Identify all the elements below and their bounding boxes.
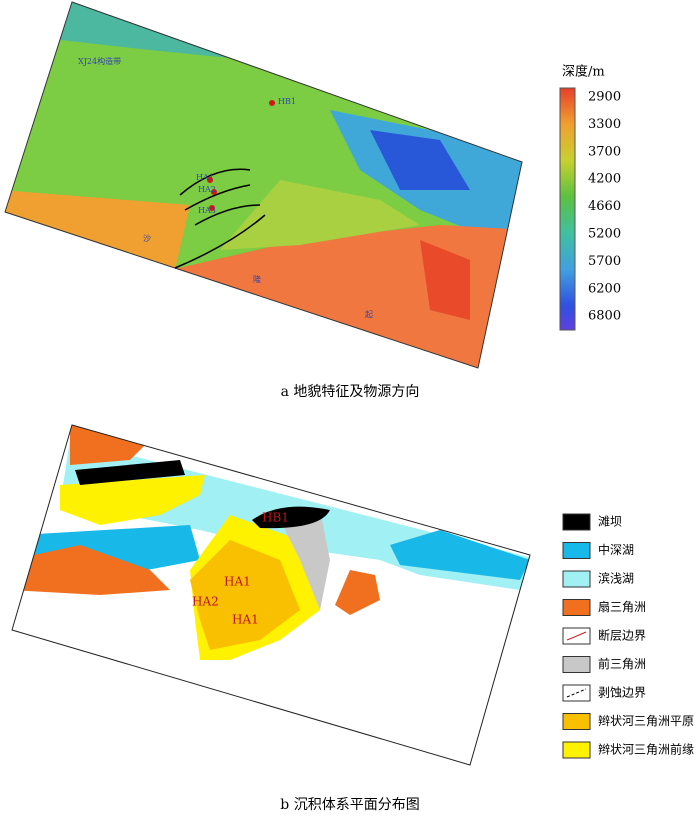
map-label: HA3 (198, 206, 216, 215)
legend-label: 断层边界 (598, 628, 646, 643)
caption: b 沉积体系平面分布图 (280, 797, 419, 813)
colorbar-tick: 5700 (588, 254, 621, 269)
map-label: 隆 (253, 274, 261, 284)
legend-swatch (562, 570, 591, 588)
colorbar-tick: 4200 (588, 172, 621, 187)
legend-swatch (566, 688, 587, 698)
source-arrows (174, 168, 266, 269)
legend-swatch (562, 513, 591, 531)
legend-swatch (562, 741, 591, 759)
colorbar-title: 深度/m (562, 64, 605, 80)
map-label: HB1 (278, 97, 296, 106)
colorbar-tick: 6800 (588, 309, 621, 324)
legend-label: 扇三角洲 (598, 599, 646, 614)
colorbar-tick: 3700 (588, 144, 621, 159)
legend-label: 辫状河三角洲前缘 (598, 742, 694, 757)
colorbar-tick: 3300 (588, 117, 621, 132)
map-label: HA1 (224, 575, 251, 589)
colorbar-tick: 4660 (588, 199, 621, 214)
legend-swatch (562, 656, 591, 673)
facies-map (12, 425, 530, 765)
legend-label: 剥蚀边界 (598, 686, 646, 700)
colorbar-tick: 5200 (588, 227, 621, 242)
legend-label: 中深湖 (598, 542, 634, 557)
map-label: HA2 (192, 595, 219, 609)
map-frame (11, 424, 531, 766)
map-label: HA1 (196, 173, 214, 182)
map-label: XJ24构造带 (78, 56, 121, 66)
legend-swatch (562, 599, 591, 616)
colorbar-tick: 6200 (588, 281, 621, 296)
map-label: HA1 (232, 613, 259, 627)
map-label: HB1 (262, 511, 289, 525)
map-label: HA2 (198, 185, 216, 194)
map-frame (4, 1, 523, 369)
legend-swatch (562, 713, 591, 730)
map-label: 起 (365, 310, 373, 319)
legend-label: 滨浅湖 (598, 571, 634, 586)
legend-label: 前三角洲 (598, 656, 646, 671)
legend-swatch (562, 542, 591, 559)
legend-label: 滩坝 (598, 515, 622, 529)
legend-label: 辫状河三角洲平原 (598, 714, 694, 728)
colorbar-tick: 2900 (588, 90, 621, 105)
colorbar (559, 87, 576, 331)
legend-swatch (566, 631, 587, 641)
caption: a 地貌特征及物源方向 (281, 384, 420, 400)
map-label: 沙 (143, 234, 151, 243)
